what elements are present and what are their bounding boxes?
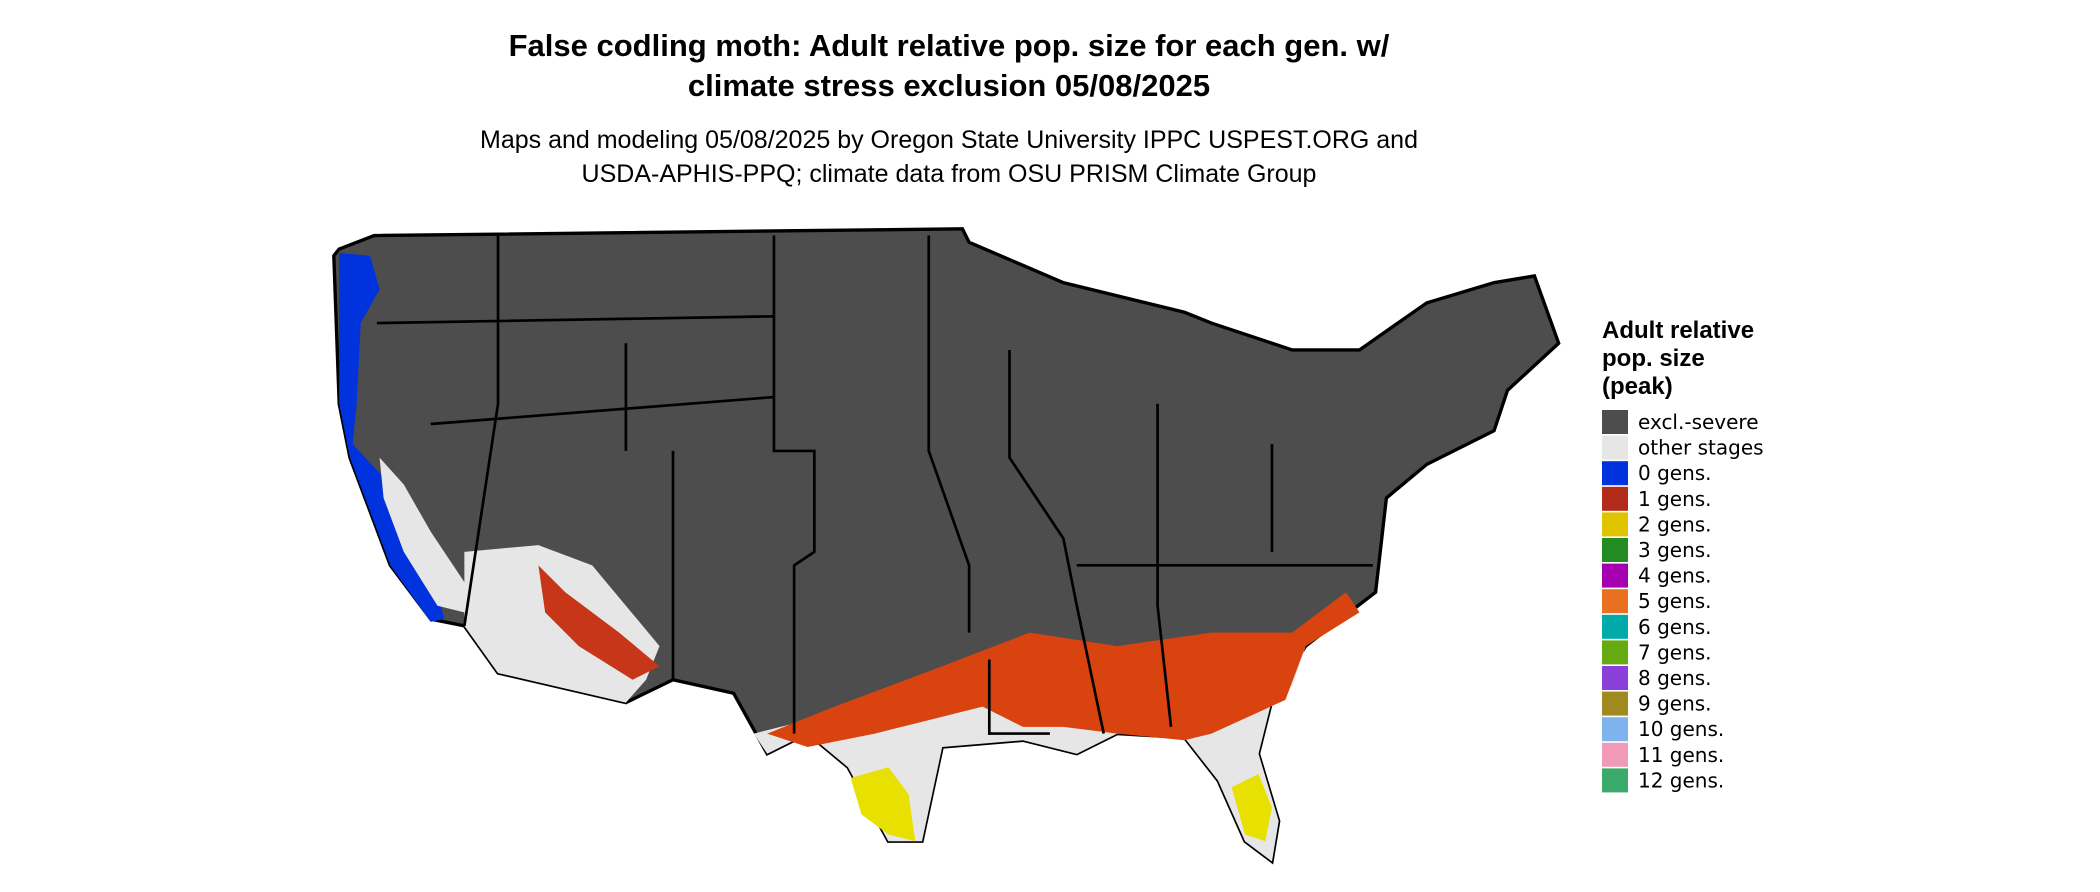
legend-label: 11 gens. <box>1638 743 1724 767</box>
legend-swatch <box>1602 589 1628 614</box>
southwest-red <box>538 565 660 680</box>
legend-swatch <box>1602 563 1628 588</box>
title-line: climate stress exclusion 05/08/2025 <box>688 68 1210 103</box>
legend-swatch <box>1602 410 1628 434</box>
subtitle-line: USDA-APHIS-PPQ; climate data from OSU PR… <box>582 160 1317 188</box>
us-map <box>332 227 1561 865</box>
legend-swatch <box>1602 691 1628 716</box>
legend-title-line: pop. size <box>1602 345 1705 372</box>
legend-label: 1 gens. <box>1638 487 1712 511</box>
legend-swatch <box>1602 640 1628 665</box>
legend-swatch <box>1602 717 1628 742</box>
legend-title-line: (peak) <box>1602 373 1673 400</box>
legend-swatch <box>1602 486 1628 511</box>
title-line: False codling moth: Adult relative pop. … <box>509 28 1390 63</box>
california-valley <box>379 457 472 613</box>
legend-label: 12 gens. <box>1638 768 1724 792</box>
legend-label: 2 gens. <box>1638 512 1712 536</box>
texas-yellow <box>850 767 916 842</box>
legend-label: 7 gens. <box>1638 640 1712 664</box>
legend-swatch <box>1602 768 1628 793</box>
florida-yellow <box>1231 773 1272 842</box>
legend-swatch <box>1602 614 1628 639</box>
legend-title-line: Adult relative <box>1602 317 1754 344</box>
us-outline <box>332 227 1561 865</box>
legend-label: 9 gens. <box>1638 692 1712 716</box>
legend-label: 6 gens. <box>1638 615 1712 639</box>
legend-label: 0 gens. <box>1638 461 1712 485</box>
legend-swatch <box>1602 435 1628 460</box>
subtitle-line: Maps and modeling 05/08/2025 by Oregon S… <box>480 126 1418 154</box>
legend-label: 8 gens. <box>1638 666 1712 690</box>
legend-swatch <box>1602 461 1628 486</box>
border <box>376 235 1373 735</box>
legend-label: 3 gens. <box>1638 538 1712 562</box>
state-borders <box>376 235 1373 735</box>
legend-swatch <box>1602 512 1628 537</box>
legend-label: 4 gens. <box>1638 564 1712 588</box>
legend-swatch <box>1602 538 1628 562</box>
legend-label: other stages <box>1638 436 1764 460</box>
legend-swatch <box>1602 742 1628 767</box>
legend-label: 10 gens. <box>1638 717 1724 741</box>
southern-red-band <box>767 592 1360 748</box>
legend-swatch <box>1602 666 1628 690</box>
legend-label: 5 gens. <box>1638 589 1712 613</box>
legend-label: excl.-severe <box>1638 410 1759 434</box>
